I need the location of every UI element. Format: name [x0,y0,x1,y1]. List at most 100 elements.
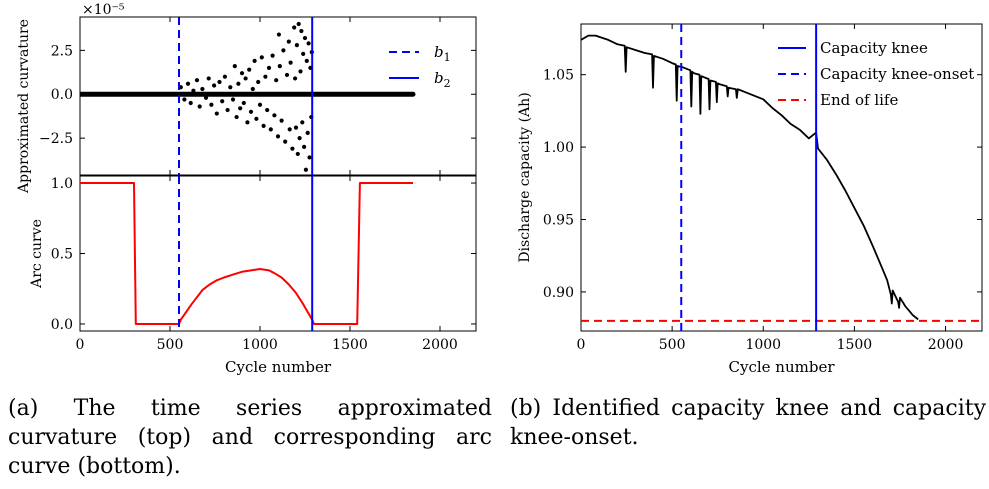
legend-label-main: b [434,69,444,87]
y-tick-label: 2.5 [51,43,73,59]
curvature-point [261,123,266,128]
y-axis-label: Discharge capacity (Ah) [517,92,533,262]
curvature-point [301,51,306,56]
curvature-point [212,83,217,88]
curvature-point [259,55,264,60]
curvature-point [292,25,297,30]
curvature-point [288,60,293,65]
curvature-point [239,71,245,76]
x-tick-label: 2000 [928,337,964,353]
curvature-point [272,113,277,118]
curvature-point [307,155,312,160]
curvature-point [294,42,299,48]
curvature-point [254,116,259,121]
legend-label-subscript: 2 [444,77,451,90]
curvature-point [185,81,191,86]
curvature-point [286,39,291,44]
curvature-point [200,86,205,92]
plot-area [581,24,982,331]
curvature-point [275,134,281,139]
y-axis-label: Approximated curvature [16,19,32,194]
y-tick-label: 1.00 [543,140,574,156]
legend-label: b1 [434,43,451,64]
curvature-point [182,97,187,102]
legend: Capacity knee Capacity knee-onset End of l… [778,39,974,109]
curvature-point [194,78,200,83]
legend-label: End of life [820,91,898,109]
legend: b1 b2 [389,43,451,90]
y-tick-label: 1.05 [543,68,574,84]
curvature-point [284,72,290,78]
y-offset-text: ×10⁻⁵ [82,2,125,18]
curvature-point [274,78,279,83]
curvature-point [236,81,241,86]
discharge-capacity-panel: 0 500 1000 1500 2000 0.90 0.95 1.00 1.05 Discharg… [517,23,983,376]
curvature-point [302,35,308,41]
curvature-point [293,125,299,130]
y-tick-label: 1.0 [51,176,73,192]
arc-curve-panel: 0 500 1000 1500 2000 0.0 0.5 1.0 Arc curve Cycle … [29,175,477,376]
curvature-point [300,120,305,125]
x-tick-label: 1000 [242,337,278,353]
curvature-point [232,64,237,69]
curvature-point [245,120,250,125]
curvature-point [206,76,211,81]
curvature-point [209,102,214,107]
x-tick-label: 500 [157,337,184,353]
curvature-point [297,136,302,141]
x-tick-label: 1500 [837,337,873,353]
legend-label: Capacity knee [820,39,928,57]
curvature-point [243,76,248,81]
plot-area [80,17,416,175]
curvature-point [217,79,222,85]
curvature-point [197,104,202,109]
curvature-point [256,79,261,85]
curvature-point [270,53,275,58]
capacity-line [581,34,919,321]
curvature-point [248,109,254,114]
curvature-point [263,74,268,79]
curvature-point [276,32,281,37]
curvature-point [214,111,219,116]
curvature-point [241,100,246,106]
x-axis-label: Cycle number [729,358,836,376]
x-tick-label: 0 [76,337,85,353]
curvature-point [225,107,230,113]
plot-area [80,176,413,331]
curvature-point [265,107,270,113]
curvature-point [299,28,304,34]
curvature-point [191,88,196,93]
curvature-point [238,106,243,111]
curvature-point [298,69,303,74]
curvature-point [304,58,309,63]
curvature-point [252,58,257,63]
curvature-point [230,97,236,102]
y-tick-label: −2.5 [39,131,73,147]
curvature-point [306,41,311,46]
curvature-point [188,100,193,106]
curvature-point [266,65,272,71]
axes-frame [79,175,477,332]
curvature-point [290,146,295,151]
arc-curve-line [80,182,413,325]
y-tick-label: 0.0 [51,87,73,103]
curvature-point [281,48,286,53]
curvature-point [257,102,263,107]
curvature-point [287,127,292,132]
y-axis-label: Arc curve [29,219,45,289]
curvature-point [295,151,300,157]
curvature-point [220,99,225,104]
x-tick-label: 1500 [332,337,368,353]
curvature-point [305,130,310,135]
curvature-point [283,139,288,144]
curvature-point [228,85,233,90]
curvature-point [302,144,307,150]
curvature-point [222,74,227,79]
x-tick-label: 0 [577,337,586,353]
y-tick-label: 0.95 [543,212,574,228]
x-tick-label: 500 [659,337,686,353]
legend-label: Capacity knee-onset [820,65,974,83]
legend-label: b2 [434,69,451,90]
